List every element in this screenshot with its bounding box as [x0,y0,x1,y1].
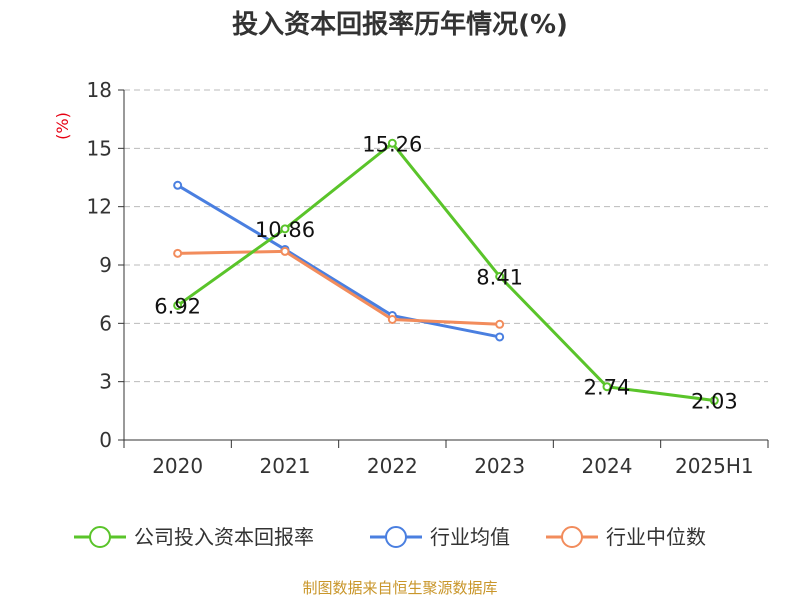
series-line-2 [177,249,500,326]
legend: 公司投入资本回报率 行业均值 行业中位数 [74,525,706,549]
data-label: 8.41 [476,265,523,289]
data-point [173,300,183,310]
y-tick-label: 6 [99,311,112,335]
data-point [709,396,719,406]
data-label: 2.03 [691,390,738,414]
legend-label: 行业均值 [430,525,510,549]
data-point [387,138,397,148]
data-point [173,180,183,190]
data-label: 15.26 [362,132,422,156]
data-point [173,248,183,258]
data-point [602,382,612,392]
x-tick-label: 2022 [367,454,418,478]
legend-marker [385,526,407,548]
grid-lines [124,89,768,383]
y-axis-label: (%) [53,112,72,140]
y-tick-label: 18 [87,78,112,102]
y-axis-ticks: 0 3 6 9 12 15 18 [87,78,124,452]
y-tick-label: 9 [99,253,112,277]
chart-title: 投入资本回报率历年情况(%) [232,9,568,40]
data-point [280,246,290,256]
data-label: 2.74 [584,376,631,400]
source-note: 制图数据来自恒生聚源数据库 [302,579,497,597]
x-tick-label: 2021 [260,454,311,478]
data-point [280,224,290,234]
data-point [495,271,505,281]
data-label: 6.92 [154,294,201,318]
data-point [495,319,505,329]
x-tick-label: 2023 [474,454,525,478]
legend-marker [561,526,583,548]
legend-marker [89,526,111,548]
data-label: 10.86 [255,218,315,242]
y-tick-label: 15 [87,136,112,160]
x-tick-label: 2020 [152,454,203,478]
series-line-0 [176,141,715,403]
data-point [387,314,397,324]
legend-label: 行业中位数 [606,525,706,549]
legend-label: 公司投入资本回报率 [134,525,314,549]
x-axis-ticks: 2020 2021 2022 2023 2024 2025H1 [123,440,769,478]
data-labels: 6.92 10.86 15.26 8.41 2.74 2.03 [154,132,737,413]
series-line-1 [176,183,500,339]
y-tick-label: 0 [99,428,112,452]
series-layer [173,138,719,406]
y-tick-label: 3 [99,370,112,394]
y-tick-label: 12 [87,195,112,219]
x-tick-label: 2025H1 [675,454,754,478]
data-point [495,332,505,342]
x-tick-label: 2024 [582,454,633,478]
